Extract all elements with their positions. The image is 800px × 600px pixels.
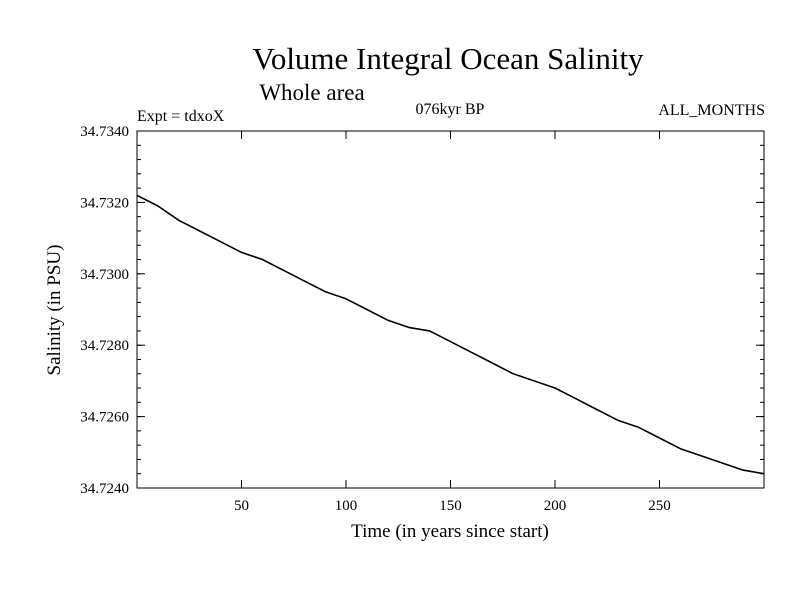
x-axis-label: Time (in years since start) xyxy=(351,521,549,542)
x-axis-ticks: 50 100 150 200 250 xyxy=(234,131,671,514)
y-tick-label: 34.7260 xyxy=(80,410,129,426)
y-axis-label: Salinity (in PSU) xyxy=(44,245,65,376)
y-tick-label: 34.7240 xyxy=(80,481,129,497)
y-tick-label: 34.7340 xyxy=(80,124,129,140)
x-tick-label: 150 xyxy=(439,498,462,514)
y-tick-label: 34.7280 xyxy=(80,338,129,354)
chart-title: Volume Integral Ocean Salinity xyxy=(252,41,644,76)
x-tick-label: 50 xyxy=(234,498,249,514)
chart-subtitle: Whole area xyxy=(259,80,364,105)
x-tick-label: 250 xyxy=(648,498,671,514)
y-axis-ticks: 34.7240 34.7260 34.7280 34.7300 34.7320 34.73… xyxy=(80,124,764,497)
months-label: ALL_MONTHS xyxy=(658,102,765,119)
y-minor-ticks xyxy=(137,130,764,489)
x-tick-label: 200 xyxy=(544,498,567,514)
salinity-series-line xyxy=(136,194,765,475)
plot-frame xyxy=(136,130,765,489)
y-tick-label: 34.7320 xyxy=(80,195,129,211)
x-tick-label: 100 xyxy=(335,498,358,514)
period-label: 076kyr BP xyxy=(416,101,485,118)
y-tick-label: 34.7300 xyxy=(80,267,129,283)
experiment-label: Expt = tdxoX xyxy=(137,108,225,125)
